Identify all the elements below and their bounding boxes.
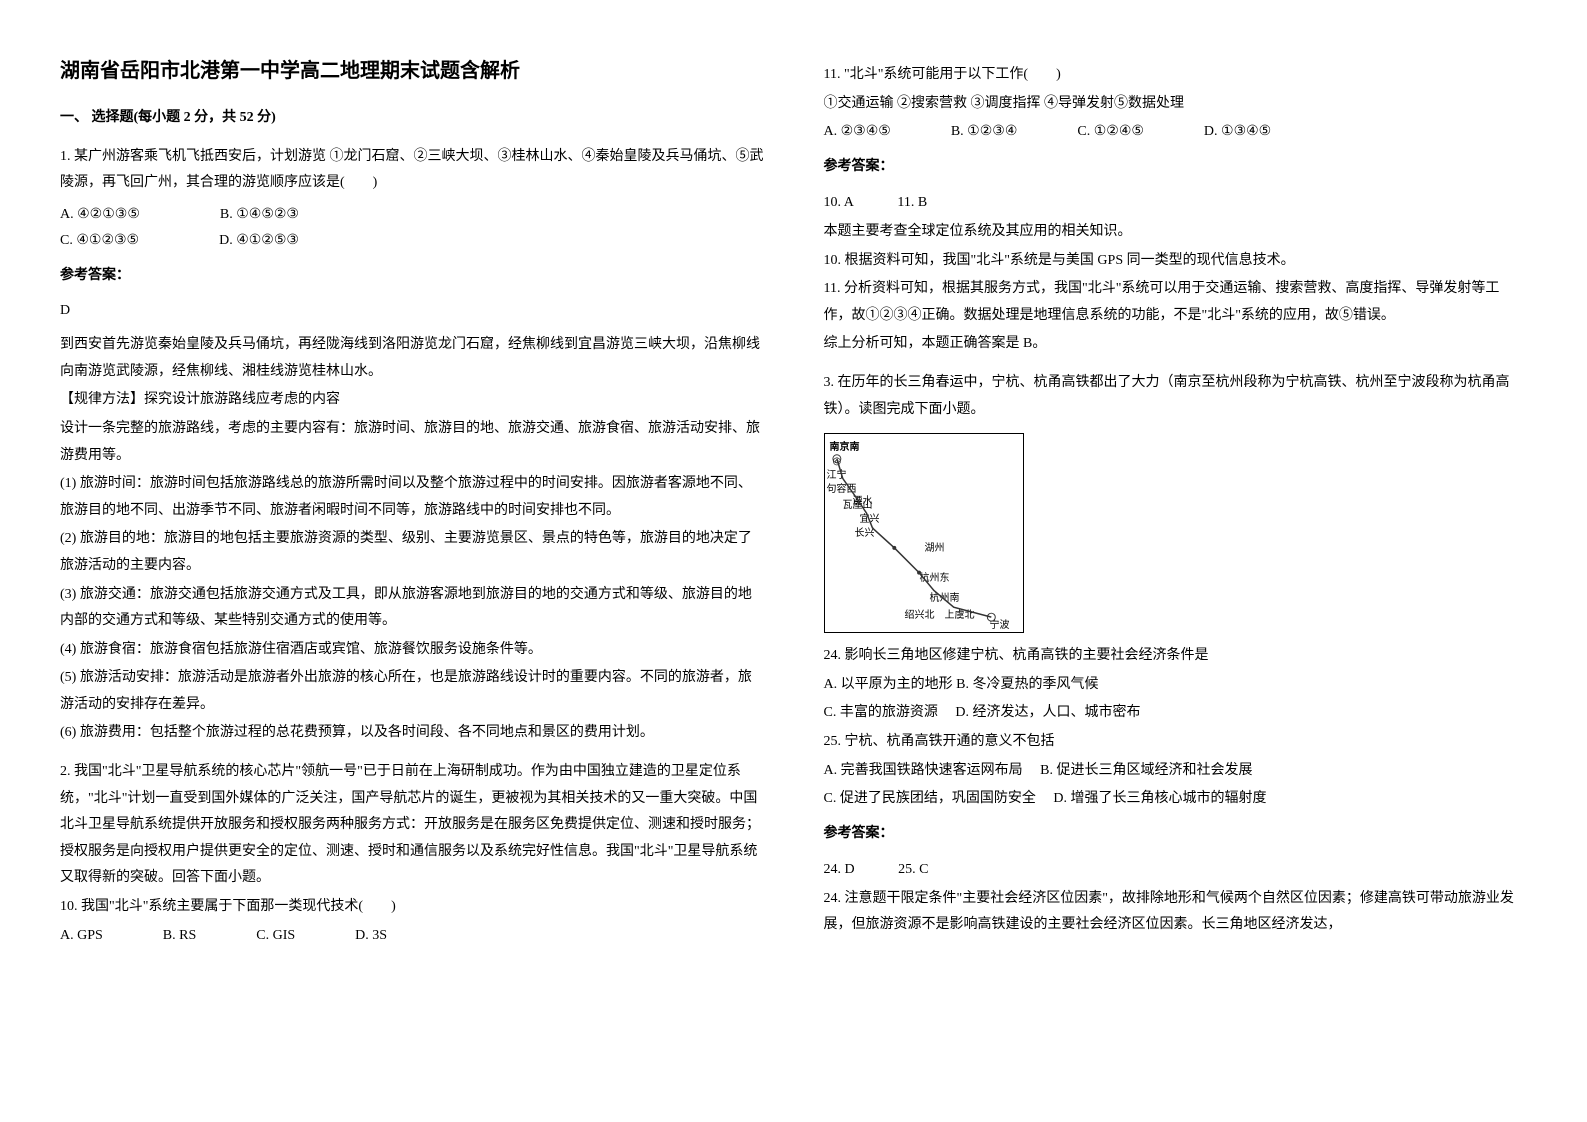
q1-explanation: 到西安首先游览秦始皇陵及兵马俑坑，再经陇海线到洛阳游览龙门石窟，经焦柳线到宜昌游… <box>60 332 764 385</box>
q1-m3: (3) 旅游交通：旅游交通包括旅游交通方式及工具，即从旅游客源地到旅游目的地的交… <box>60 582 764 635</box>
q11-exp4: 综上分析可知，本题正确答案是 B。 <box>824 331 1528 358</box>
q1-answer: D <box>60 298 764 325</box>
q11-exp3: 11. 分析资料可知，根据其服务方式，我国"北斗"系统可以用于交通运输、搜索营救… <box>824 276 1528 329</box>
q3-sub24: 24. 影响长三角地区修建宁杭、杭甬高铁的主要社会经济条件是 <box>824 643 1528 670</box>
q1-options: A. ④②①③⑤ B. ①④⑤②③ C. ④①②③⑤ D. ④①②⑤③ <box>60 202 764 255</box>
q3-s25-optB: B. 促进长三角区域经济和社会发展 <box>1040 763 1252 778</box>
q3-stem: 3. 在历年的长三角春运中，宁杭、杭甬高铁都出了大力（南京至杭州段称为宁杭高铁、… <box>824 370 1528 423</box>
q3-s25-optA: A. 完善我国铁路快速客运网布局 <box>824 763 1023 778</box>
q2-sub10-optB: B. RS <box>163 923 196 950</box>
q3-s25-row2: C. 促进了民族团结，巩固国防安全 D. 增强了长三角核心城市的辐射度 <box>824 786 1528 813</box>
q1-optD: D. ④①②⑤③ <box>219 228 299 255</box>
q1-m1: (1) 旅游时间：旅游时间包括旅游路线总的旅游所需时间以及整个旅游过程中的时间安… <box>60 471 764 524</box>
ans25: 25. C <box>898 862 928 877</box>
q2-sub10-optC: C. GIS <box>256 923 295 950</box>
map-route-icon <box>825 434 1023 632</box>
main-title: 湖南省岳阳市北港第一中学高二地理期末试题含解析 <box>60 52 764 90</box>
q1-m6: (6) 旅游费用：包括整个旅游过程的总花费预算，以及各时间段、各不同地点和景区的… <box>60 720 764 747</box>
section-title: 一、 选择题(每小题 2 分，共 52 分) <box>60 105 764 132</box>
q3-answer-label: 参考答案： <box>824 821 1528 848</box>
ans11: 11. B <box>897 195 927 210</box>
q1-m4: (4) 旅游食宿：旅游食宿包括旅游住宿酒店或宾馆、旅游餐饮服务设施条件等。 <box>60 637 764 664</box>
q3-s25-optC: C. 促进了民族团结，巩固国防安全 <box>824 791 1036 806</box>
q11-answer-label: 参考答案： <box>824 154 1528 181</box>
q3-s24-row2: C. 丰富的旅游资源 D. 经济发达，人口、城市密布 <box>824 700 1528 727</box>
ans24: 24. D <box>824 862 855 877</box>
q1-method-intro: 设计一条完整的旅游路线，考虑的主要内容有：旅游时间、旅游目的地、旅游交通、旅游食… <box>60 416 764 469</box>
ans10: 10. A <box>824 195 854 210</box>
q3-sub25: 25. 宁杭、杭甬高铁开通的意义不包括 <box>824 729 1528 756</box>
question-1: 1. 某广州游客乘飞机飞抵西安后，计划游览 ①龙门石窟、②三峡大坝、③桂林山水、… <box>60 144 764 747</box>
q2-sub10-optD: D. 3S <box>355 923 387 950</box>
q3-s24-optA: A. 以平原为主的地形 <box>824 677 953 692</box>
route-map: 南京南 ◎ 江宁 句容西 溧水 瓦屋山 宜兴 长兴 湖州 杭州东 杭州南 绍兴北… <box>824 433 1024 633</box>
q1-m5: (5) 旅游活动安排：旅游活动是旅游者外出旅游的核心所在，也是旅游路线设计时的重… <box>60 665 764 718</box>
q2-sub10-optA: A. GPS <box>60 923 103 950</box>
q1-optA: A. ④②①③⑤ <box>60 202 140 229</box>
right-column: 11. "北斗"系统可能用于以下工作( ) ①交通运输 ②搜索营救 ③调度指挥 … <box>824 50 1528 1072</box>
q2-sub10: 10. 我国"北斗"系统主要属于下面那一类现代技术( ) <box>60 894 764 921</box>
q3-s25-row1: A. 完善我国铁路快速客运网布局 B. 促进长三角区域经济和社会发展 <box>824 758 1528 785</box>
question-2: 2. 我国"北斗"卫星导航系统的核心芯片"领航一号"已于日前在上海研制成功。作为… <box>60 759 764 949</box>
q1-stem: 1. 某广州游客乘飞机飞抵西安后，计划游览 ①龙门石窟、②三峡大坝、③桂林山水、… <box>60 144 764 197</box>
q11-stem: 11. "北斗"系统可能用于以下工作( ) <box>824 62 1528 89</box>
q3-s24-optD: D. 经济发达，人口、城市密布 <box>955 705 1140 720</box>
q11-exp2: 10. 根据资料可知，我国"北斗"系统是与美国 GPS 同一类型的现代信息技术。 <box>824 248 1528 275</box>
left-column: 湖南省岳阳市北港第一中学高二地理期末试题含解析 一、 选择题(每小题 2 分，共… <box>60 50 764 1072</box>
q11-optC: C. ①②④⑤ <box>1077 119 1144 146</box>
q2-stem: 2. 我国"北斗"卫星导航系统的核心芯片"领航一号"已于日前在上海研制成功。作为… <box>60 759 764 892</box>
q3-s24-row1: A. 以平原为主的地形 B. 冬冷夏热的季风气候 <box>824 672 1528 699</box>
q11-optB: B. ①②③④ <box>951 119 1018 146</box>
q11-optA: A. ②③④⑤ <box>824 119 891 146</box>
q3-exp1: 24. 注意题干限定条件"主要社会经济区位因素"，故排除地形和气候两个自然区位因… <box>824 886 1528 939</box>
q1-optB: B. ①④⑤②③ <box>220 202 299 229</box>
q3-s25-optD: D. 增强了长三角核心城市的辐射度 <box>1053 791 1266 806</box>
q11-choices: ①交通运输 ②搜索营救 ③调度指挥 ④导弹发射⑤数据处理 <box>824 91 1528 118</box>
q1-m2: (2) 旅游目的地：旅游目的地包括主要旅游资源的类型、级别、主要游览景区、景点的… <box>60 526 764 579</box>
q11-exp1: 本题主要考查全球定位系统及其应用的相关知识。 <box>824 219 1528 246</box>
q3-s24-optC: C. 丰富的旅游资源 <box>824 705 938 720</box>
q1-optC: C. ④①②③⑤ <box>60 228 139 255</box>
q11-optD: D. ①③④⑤ <box>1204 119 1271 146</box>
q1-answer-label: 参考答案： <box>60 263 764 290</box>
q3-s24-optB: B. 冬冷夏热的季风气候 <box>956 677 1098 692</box>
question-3: 3. 在历年的长三角春运中，宁杭、杭甬高铁都出了大力（南京至杭州段称为宁杭高铁、… <box>824 370 1528 939</box>
question-11: 11. "北斗"系统可能用于以下工作( ) ①交通运输 ②搜索营救 ③调度指挥 … <box>824 62 1528 358</box>
q1-method-title: 【规律方法】探究设计旅游路线应考虑的内容 <box>60 387 764 414</box>
